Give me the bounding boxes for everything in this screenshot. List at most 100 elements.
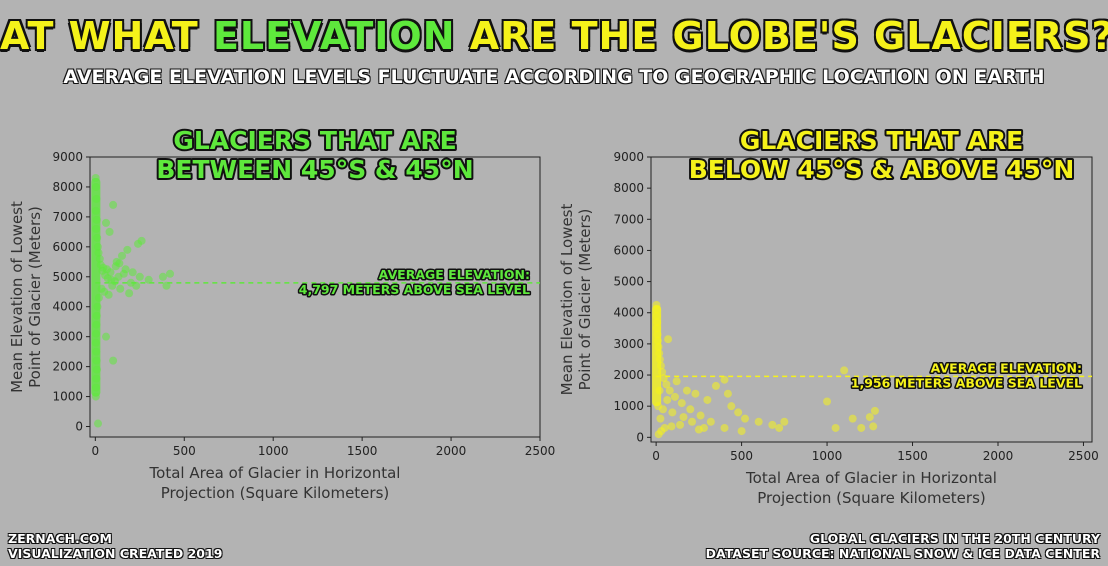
data-point — [102, 218, 111, 227]
data-point — [679, 413, 688, 422]
data-point — [667, 422, 676, 431]
y-tick-label: 3000 — [613, 337, 644, 351]
x-tick-label: 1500 — [347, 444, 378, 458]
chart-1: 0 1000 2000 3000 4000 5000 6000 7000 8000 9000 0 50… — [8, 124, 555, 502]
y-tick-label: 7000 — [613, 212, 644, 226]
y-tick-label: 8000 — [52, 180, 83, 194]
data-point — [682, 386, 691, 395]
y-tick-label: 8000 — [613, 181, 644, 195]
data-point — [162, 281, 171, 290]
x-tick-label: 0 — [92, 444, 100, 458]
y-tick-label: 0 — [636, 430, 644, 444]
data-point — [869, 422, 878, 431]
y-tick-label: 3000 — [52, 330, 83, 344]
average-label-value: 1,956 METERS ABOVE SEA LEVEL — [851, 375, 1082, 390]
y-tick-label: 0 — [75, 420, 83, 434]
data-point — [134, 239, 143, 248]
data-point — [115, 259, 124, 268]
subtitle: AVERAGE ELEVATION LEVELS FLUCTUATE ACCOR… — [63, 66, 1045, 88]
y-tick-label: 1000 — [52, 390, 83, 404]
x-tick-label: 500 — [730, 449, 753, 463]
data-point — [105, 227, 114, 236]
y-axis-label-line: Point of Glacier (Meters) — [576, 209, 594, 391]
y-tick-label: 2000 — [52, 360, 83, 374]
data-point — [158, 272, 167, 281]
credit-site: ZERNACH.COM — [8, 531, 112, 546]
x-axis-label-line: Projection (Square Kilometers) — [161, 484, 390, 502]
y-tick-label: 1000 — [613, 399, 644, 413]
source-title: GLOBAL GLACIERS IN THE 20TH CENTURY — [809, 531, 1100, 546]
plot-frame — [89, 156, 541, 438]
data-point — [699, 423, 708, 432]
x-tick-label: 2000 — [436, 444, 467, 458]
data-point — [688, 417, 697, 426]
data-point — [104, 290, 113, 299]
data-point — [132, 281, 141, 290]
average-label-value: 4,797 METERS ABOVE SEA LEVEL — [299, 282, 530, 297]
credit-footer: ZERNACH.COM VISUALIZATION CREATED 2019 — [8, 531, 222, 561]
chart-title-line: BELOW 45°S & ABOVE 45°N — [689, 155, 1075, 184]
data-point — [656, 414, 665, 423]
data-point — [696, 411, 705, 420]
data-point — [870, 406, 879, 415]
data-point — [831, 423, 840, 432]
data-point — [106, 268, 115, 277]
data-point — [125, 289, 134, 298]
title-part1: AT WHAT — [0, 14, 213, 58]
data-point — [128, 268, 137, 277]
y-tick-label: 5000 — [52, 270, 83, 284]
x-tick-label: 1000 — [258, 444, 289, 458]
chart-title-line: BETWEEN 45°S & 45°N — [156, 155, 473, 184]
data-point — [677, 399, 686, 408]
y-tick-label: 4000 — [613, 306, 644, 320]
data-point — [121, 265, 130, 274]
x-tick-label: 500 — [173, 444, 196, 458]
data-point — [691, 389, 700, 398]
data-point — [727, 402, 736, 411]
data-point — [737, 427, 746, 436]
data-point — [676, 420, 685, 429]
average-label-title: AVERAGE ELEVATION: — [379, 267, 530, 282]
data-point — [663, 395, 672, 404]
y-tick-label: 5000 — [613, 275, 644, 289]
average-label-title: AVERAGE ELEVATION: — [931, 360, 1082, 375]
dense-point-band — [652, 304, 662, 407]
data-point — [720, 423, 729, 432]
y-tick-label: 6000 — [613, 243, 644, 257]
data-point — [123, 245, 132, 254]
y-tick-label: 7000 — [52, 210, 83, 224]
x-axis-label-line: Total Area of Glacier in Horizontal — [149, 464, 401, 482]
x-tick-label: 0 — [652, 449, 660, 463]
y-axis-label-line: Mean Elevation of Lowest — [558, 204, 576, 396]
y-tick-label: 6000 — [52, 240, 83, 254]
chart-2: 0 1000 2000 3000 4000 5000 6000 7000 8000 9000 0 50… — [558, 124, 1099, 507]
data-point — [662, 380, 671, 389]
data-point — [658, 405, 667, 414]
data-point — [741, 414, 750, 423]
data-point — [780, 417, 789, 426]
data-point — [94, 419, 103, 428]
source-dataset: DATASET SOURCE: NATIONAL SNOW & ICE DATA… — [705, 546, 1100, 561]
data-point — [102, 332, 111, 341]
data-point — [865, 413, 874, 422]
data-point — [108, 281, 117, 290]
title-highlight: ELEVATION — [212, 14, 456, 58]
data-point — [840, 366, 849, 375]
data-point — [823, 397, 832, 406]
main-title: AT WHAT ELEVATION ARE THE GLOBE'S GLACIE… — [0, 14, 1108, 58]
x-tick-label: 1000 — [812, 449, 843, 463]
data-point — [723, 389, 732, 398]
source-footer: GLOBAL GLACIERS IN THE 20TH CENTURY DATA… — [706, 531, 1100, 561]
title-part2: ARE THE GLOBE'S GLACIERS? — [455, 14, 1108, 58]
dense-point-band — [91, 177, 101, 397]
x-tick-label: 2000 — [983, 449, 1014, 463]
data-point — [857, 423, 866, 432]
data-point — [848, 414, 857, 423]
data-point — [109, 356, 118, 365]
data-point — [660, 423, 669, 432]
y-tick-label: 9000 — [52, 150, 83, 164]
data-point — [144, 275, 153, 284]
y-tick-label: 4000 — [52, 300, 83, 314]
data-point — [703, 395, 712, 404]
